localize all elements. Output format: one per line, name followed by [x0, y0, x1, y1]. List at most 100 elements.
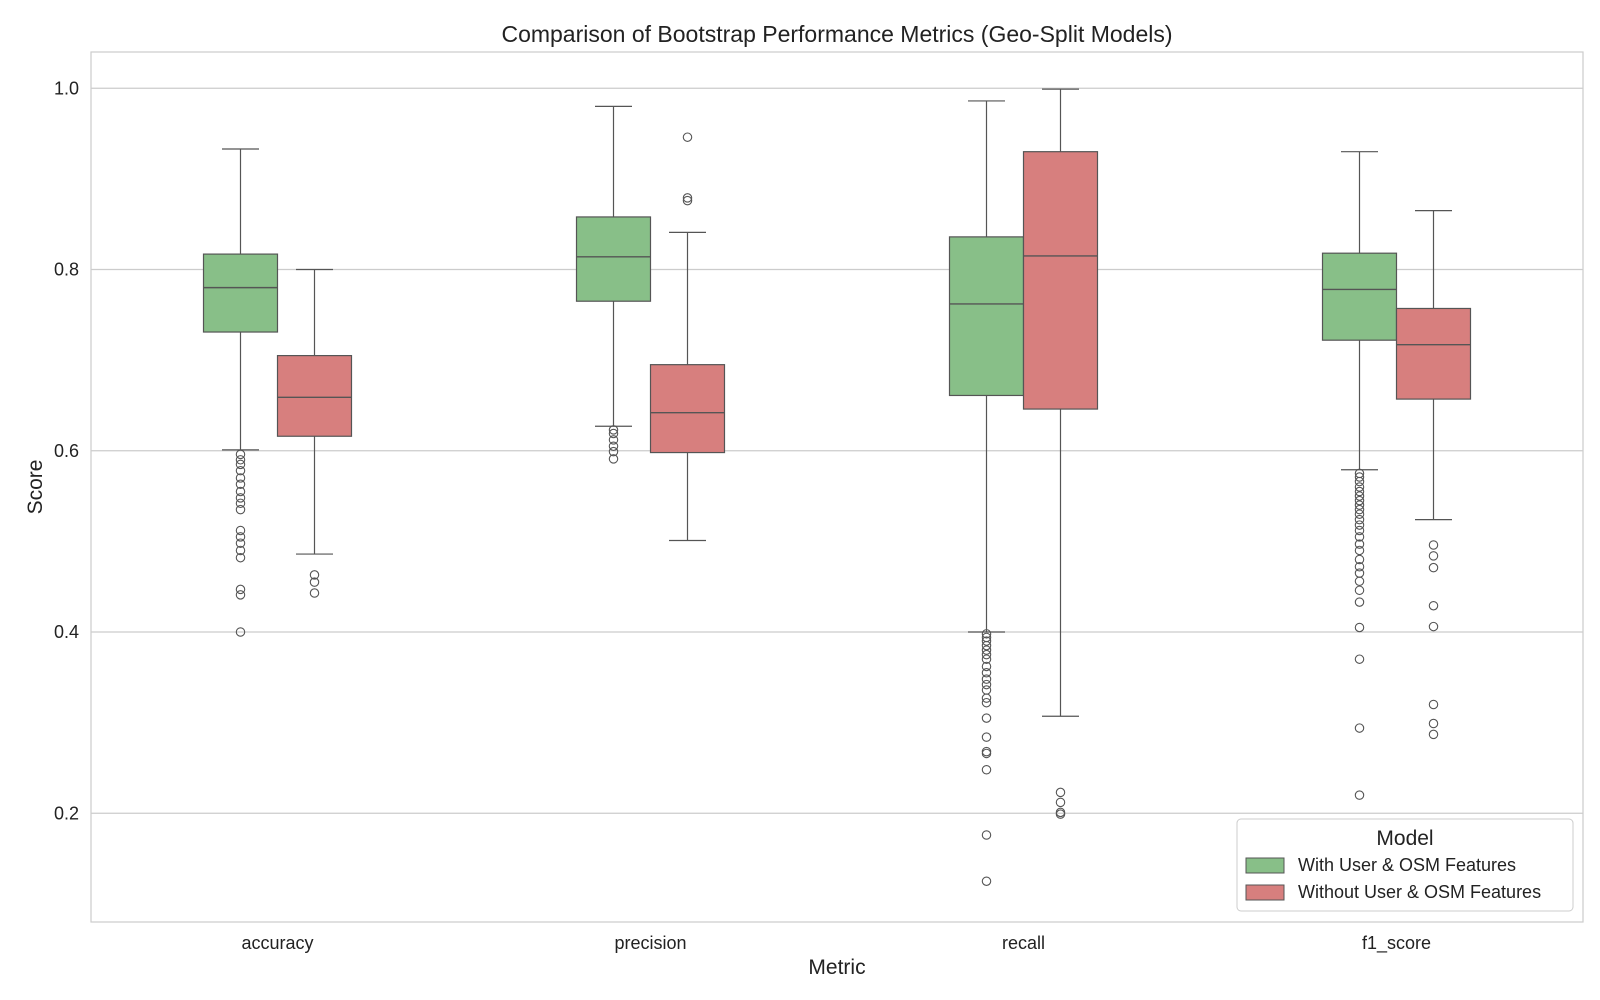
outlier-point — [1354, 476, 1365, 487]
outlier-point — [981, 661, 992, 672]
outlier-point — [309, 588, 320, 598]
box-group — [948, 100, 1025, 886]
outlier-point — [235, 493, 246, 503]
legend: Model With User & OSM Features Without U… — [1236, 818, 1574, 912]
outlier-point — [1428, 600, 1439, 611]
outlier-point — [235, 590, 246, 600]
legend-title: Model — [1376, 827, 1433, 850]
outlier-point — [1354, 520, 1365, 530]
outlier-point — [1354, 597, 1365, 607]
outlier-point — [1354, 622, 1365, 633]
box-iqr — [575, 216, 652, 302]
box-group — [202, 148, 279, 637]
boxes — [202, 88, 1472, 886]
outlier-point — [1354, 532, 1365, 542]
outlier-point — [1354, 561, 1365, 572]
outlier-point — [1354, 495, 1365, 506]
box-group — [575, 105, 652, 464]
outlier-point — [235, 486, 246, 497]
outlier-point — [981, 654, 992, 664]
legend-label-with: With User & OSM Features — [1298, 855, 1516, 875]
box-group — [1022, 88, 1099, 819]
outlier-point — [682, 132, 693, 142]
box-group — [276, 268, 353, 598]
outlier-point — [1354, 525, 1365, 536]
outlier-point — [1428, 718, 1439, 729]
outlier-point — [981, 668, 992, 678]
y-tick-label: 1.0 — [54, 78, 79, 98]
outlier-point — [981, 830, 992, 840]
y-axis-label: Score — [24, 460, 47, 515]
outlier-point — [1354, 509, 1365, 519]
outlier-point — [235, 479, 246, 490]
x-tick-label: precision — [614, 933, 686, 953]
outlier-point — [1055, 797, 1066, 808]
outlier-point — [981, 636, 992, 646]
y-tick-label: 0.2 — [54, 803, 79, 823]
grid — [91, 87, 1583, 814]
y-tick-label: 0.8 — [54, 260, 79, 280]
box-iqr — [1395, 307, 1472, 400]
outlier-point — [1354, 504, 1365, 515]
outlier-point — [235, 498, 246, 509]
outlier-point — [608, 454, 619, 464]
outlier-point — [1354, 514, 1365, 525]
outlier-point — [981, 674, 992, 684]
legend-box — [1236, 818, 1574, 912]
outlier-point — [1428, 699, 1439, 710]
outlier-point — [235, 532, 246, 542]
x-ticks: accuracy precision recall f1_score — [241, 933, 1431, 954]
x-axis-label: Metric — [808, 956, 865, 979]
box-iqr — [202, 253, 279, 333]
outlier-point — [981, 693, 992, 703]
outlier-point — [981, 649, 992, 660]
outlier-point — [235, 504, 246, 515]
box-group — [1321, 151, 1398, 800]
outlier-point — [1428, 729, 1439, 740]
outlier-point — [1354, 654, 1365, 664]
outlier-point — [981, 732, 992, 742]
outlier-point — [235, 627, 246, 637]
outlier-point — [1354, 500, 1365, 510]
outlier-point — [608, 446, 619, 457]
outlier-point — [1428, 551, 1439, 561]
x-tick-label: accuracy — [241, 933, 313, 953]
legend-swatch-with — [1245, 857, 1285, 874]
y-ticks: 0.2 0.4 0.6 0.8 1.0 — [54, 78, 79, 823]
outlier-point — [235, 459, 246, 470]
outlier-point — [1354, 482, 1365, 492]
x-tick-label: f1_score — [1362, 933, 1431, 954]
outlier-point — [1055, 787, 1066, 798]
plot-frame — [90, 51, 1584, 923]
chart-title: Comparison of Bootstrap Performance Metr… — [501, 21, 1172, 47]
outlier-point — [981, 748, 992, 759]
outlier-point — [235, 525, 246, 536]
outlier-point — [981, 764, 992, 775]
outlier-point — [235, 584, 246, 595]
outlier-point — [981, 697, 992, 708]
legend-swatch-without — [1245, 884, 1285, 901]
outlier-point — [981, 629, 992, 639]
outlier-point — [1354, 486, 1365, 497]
outlier-point — [608, 428, 619, 439]
box-iqr — [649, 364, 726, 454]
outlier-point — [981, 645, 992, 655]
outlier-point — [682, 193, 693, 203]
outlier-point — [1354, 545, 1365, 556]
outlier-point — [235, 455, 246, 465]
outlier-point — [981, 876, 992, 886]
outlier-point — [309, 577, 320, 587]
outlier-point — [1354, 723, 1365, 733]
outlier-point — [1055, 809, 1066, 819]
outlier-point — [235, 538, 246, 548]
box-iqr — [1022, 151, 1099, 410]
outlier-point — [608, 425, 619, 435]
outlier-point — [981, 713, 992, 723]
outlier-point — [235, 465, 246, 476]
outlier-point — [235, 552, 246, 563]
outlier-point — [981, 640, 992, 651]
outlier-point — [1354, 491, 1365, 501]
outlier-point — [608, 441, 619, 451]
box-group — [649, 132, 726, 542]
